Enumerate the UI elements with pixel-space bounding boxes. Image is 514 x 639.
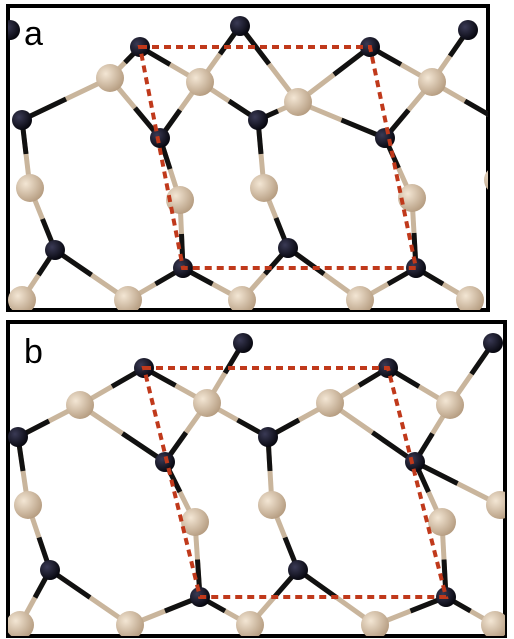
dark-atom — [40, 560, 60, 580]
light-atom — [186, 68, 214, 96]
dark-atom — [45, 240, 65, 260]
dark-atom — [233, 333, 253, 353]
light-atom — [8, 286, 36, 314]
light-atom — [258, 491, 286, 519]
panel-label: a — [24, 15, 43, 53]
light-atom — [236, 611, 264, 639]
dark-atom — [12, 110, 32, 130]
light-atom — [114, 286, 142, 314]
dark-atom — [278, 238, 298, 258]
figure: a b — [0, 0, 514, 639]
dark-atom — [150, 128, 170, 148]
dark-atom — [230, 16, 250, 36]
panel-label: b — [24, 333, 43, 371]
light-atom — [228, 286, 256, 314]
light-atom — [193, 389, 221, 417]
dark-atom — [8, 427, 28, 447]
light-atom — [361, 611, 389, 639]
light-atom — [116, 611, 144, 639]
dark-atom — [458, 20, 478, 40]
light-atom — [6, 611, 34, 639]
dark-atom — [258, 427, 278, 447]
dark-atom — [288, 560, 308, 580]
dark-atom — [488, 110, 508, 130]
dark-atom — [0, 20, 20, 40]
light-atom — [66, 391, 94, 419]
light-atom — [96, 64, 124, 92]
light-atom — [316, 389, 344, 417]
light-atom — [456, 286, 484, 314]
dark-atom — [248, 110, 268, 130]
light-atom — [418, 68, 446, 96]
dark-atom — [483, 333, 503, 353]
light-atom — [436, 391, 464, 419]
light-atom — [14, 491, 42, 519]
light-atom — [428, 508, 456, 536]
light-atom — [481, 611, 509, 639]
light-atom — [346, 286, 374, 314]
light-atom — [486, 491, 514, 519]
light-atom — [250, 174, 278, 202]
light-atom — [16, 174, 44, 202]
light-atom — [284, 88, 312, 116]
